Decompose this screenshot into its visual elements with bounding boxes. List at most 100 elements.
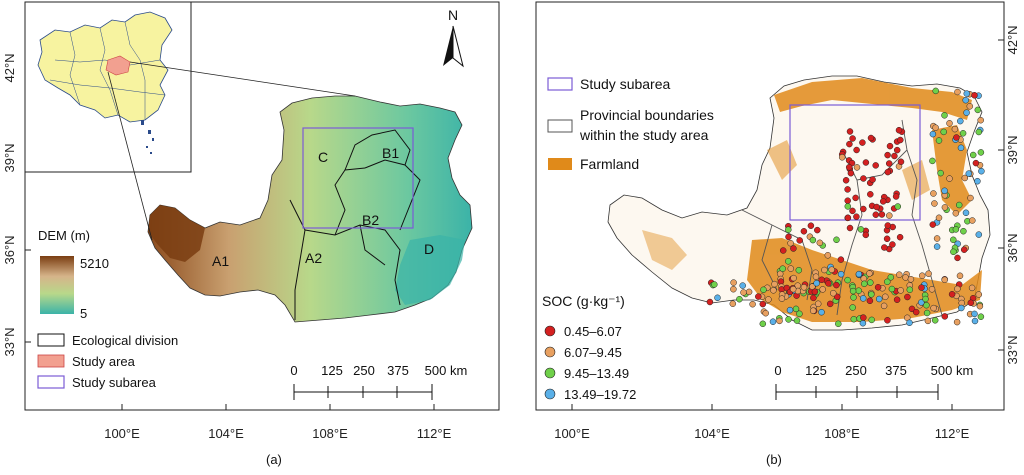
high-elevation-area [148, 205, 205, 262]
soc-sample-point [736, 295, 743, 303]
soc-sample-point [796, 237, 803, 244]
soc-sample-point [969, 217, 976, 224]
soc-sample-point [897, 136, 904, 144]
soc-sample-point [845, 164, 853, 171]
provincial-boundary-lines [741, 119, 943, 316]
inset-islands [141, 120, 154, 154]
legend-label-subarea: Study subarea [72, 375, 157, 390]
soc-legend-items: 0.45–6.07 6.07–9.45 9.45–13.49 13.49–19.… [544, 324, 636, 402]
panel-a-svg: 42°N 39°N 36°N 33°N 100°E 104°E 108°E 11… [2, 1, 500, 441]
soc-sample-point [745, 288, 753, 296]
scale-bar-labels: 0 125 250 375 500 km [290, 363, 467, 378]
soc-sample-point [897, 287, 904, 294]
soc-sample-point [759, 300, 767, 308]
soc-sample-point [711, 281, 718, 288]
soc-sample-point [957, 144, 965, 152]
soc-sample-point [974, 177, 981, 185]
region-label-b1: B1 [382, 145, 399, 161]
soc-sample-point [966, 103, 974, 110]
region-label-c: C [318, 149, 328, 165]
soc-sample-point [846, 128, 854, 135]
soc-sample-point [971, 92, 978, 99]
scale-tick: 125 [321, 363, 343, 378]
soc-sample-point [793, 317, 801, 324]
lat-label: 39°N [2, 143, 17, 172]
soc-sample-point [977, 313, 985, 320]
soc-sample-point [887, 274, 895, 281]
soc-sample-point [785, 316, 792, 323]
soc-sample-point [976, 302, 984, 310]
soc-sample-point [874, 284, 882, 291]
soc-sample-point [849, 287, 857, 295]
soc-sample-point [833, 236, 840, 244]
soc-sample-point [918, 272, 926, 279]
soc-sample-point [844, 276, 851, 284]
scale-tick: 250 [845, 363, 867, 378]
legend-swatch-study-area [37, 354, 65, 368]
soc-sample-point [925, 270, 932, 277]
soc-sample-point [875, 295, 883, 303]
soc-legend-marker [544, 346, 556, 358]
soc-sample-point [891, 152, 898, 160]
soc-sample-point [844, 186, 851, 193]
soc-sample-point [789, 285, 797, 293]
soc-sample-point [821, 266, 828, 274]
soc-sample-point [860, 314, 867, 321]
soc-sample-point [846, 224, 854, 232]
scale-tick: 125 [805, 363, 827, 378]
panel-a-dem-map: 42°N 39°N 36°N 33°N 100°E 104°E 108°E 11… [0, 0, 512, 470]
soc-sample-point [826, 300, 834, 308]
lon-label: 100°E [104, 426, 140, 441]
soc-sample-point [800, 228, 808, 235]
soc-sample-point [941, 276, 948, 284]
soc-sample-point [923, 301, 930, 309]
soc-sample-point [869, 176, 876, 183]
soc-sample-point [776, 317, 783, 325]
soc-sample-point [814, 300, 822, 308]
soc-sample-point [765, 296, 772, 303]
soc-sample-point [933, 243, 941, 250]
soc-sample-point [904, 293, 911, 301]
soc-sample-point [838, 154, 846, 161]
soc-sample-points [706, 87, 985, 328]
soc-sample-point [853, 164, 861, 171]
lon-label: 104°E [694, 426, 730, 441]
soc-sample-point [897, 158, 905, 166]
soc-sample-point [882, 293, 889, 301]
soc-sample-point [771, 280, 778, 288]
lon-label: 108°E [824, 426, 860, 441]
soc-sample-point [814, 226, 821, 234]
low-elevation-area [395, 235, 465, 305]
soc-sample-point [879, 198, 887, 205]
soc-sample-point [912, 308, 920, 316]
panel-a-caption: (a) [266, 452, 282, 467]
soc-sample-point [830, 289, 837, 297]
lat-labels: 42°N 39°N 36°N 33°N [2, 53, 17, 356]
soc-sample-point [978, 167, 985, 175]
soc-sample-point [953, 318, 961, 326]
soc-sample-point [878, 211, 886, 218]
soc-sample-point [706, 298, 714, 306]
soc-sample-point [941, 313, 949, 320]
soc-sample-point [860, 175, 867, 182]
soc-sample-point [977, 149, 985, 156]
lat-labels: 42°N 39°N 36°N 33°N [1005, 25, 1020, 364]
lon-label: 108°E [312, 426, 348, 441]
soc-sample-point [906, 319, 913, 327]
soc-sample-point [867, 134, 875, 142]
soc-sample-point [866, 297, 874, 305]
soc-sample-point [880, 302, 888, 310]
soc-sample-point [893, 296, 901, 303]
soc-sample-point [857, 226, 865, 233]
soc-sample-point [954, 285, 961, 293]
soc-sample-point [853, 146, 860, 154]
soc-sample-point [850, 294, 857, 301]
soc-legend-marker [544, 325, 556, 337]
soc-sample-point [849, 135, 856, 142]
scale-tick: 0 [774, 363, 781, 378]
soc-sample-point [795, 266, 803, 274]
lon-label: 104°E [208, 426, 244, 441]
soc-sample-point [953, 134, 960, 141]
soc-sample-point [935, 137, 943, 144]
soc-sample-point [963, 90, 971, 97]
